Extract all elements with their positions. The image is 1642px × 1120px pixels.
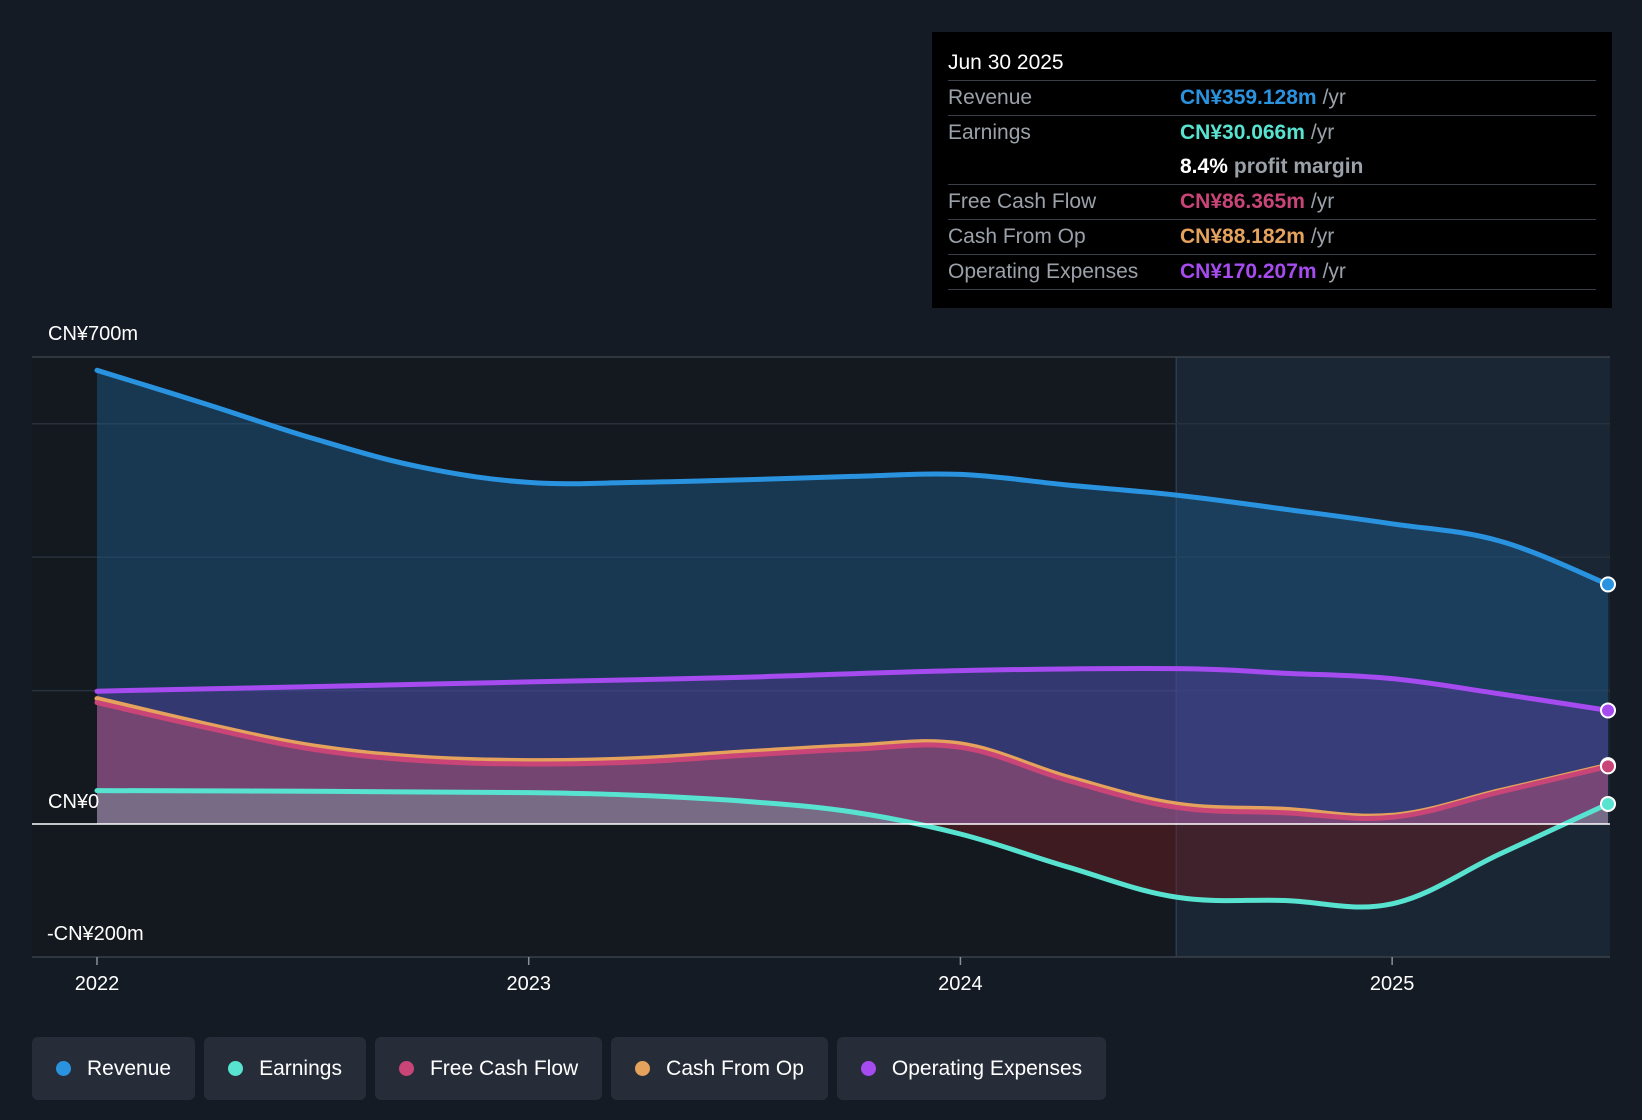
tooltip-unit: /yr (1322, 86, 1346, 109)
tooltip-value: CN¥86.365m (1180, 190, 1305, 213)
axes: CN¥700m CN¥0 -CN¥200m 2022 2023 2024 2025 (32, 323, 1610, 995)
legend-item-earnings[interactable]: Earnings (204, 1037, 366, 1100)
tooltip-unit: /yr (1310, 225, 1335, 248)
y-label-bottom: -CN¥200m (47, 923, 144, 945)
tooltip-value: CN¥170.207m (1180, 260, 1317, 283)
endpoint-revenue (1600, 576, 1616, 593)
tooltip-row-free-cash-flow: Free Cash Flow CN¥86.365m /yr (948, 185, 1596, 220)
tooltip-panel: Jun 30 2025 Revenue CN¥359.128m /yr Earn… (932, 32, 1612, 308)
legend-dot-icon (635, 1061, 651, 1076)
legend-item-free-cash-flow[interactable]: Free Cash Flow (374, 1037, 603, 1100)
tooltip-row-revenue: Revenue CN¥359.128m /yr (948, 81, 1596, 116)
endpoint-earnings (1600, 795, 1616, 812)
tooltip-unit: /yr (1322, 260, 1346, 283)
legend-dot-icon (398, 1061, 414, 1076)
x-tick-label: 2024 (938, 973, 983, 995)
legend-dot-icon (56, 1061, 71, 1076)
series-endpoints (1600, 576, 1616, 812)
x-tick-label: 2023 (506, 973, 551, 995)
legend-label: Cash From Op (666, 1056, 804, 1080)
tooltip-label: Free Cash Flow (948, 190, 1097, 213)
line-operating_expenses (94, 665, 1611, 713)
legend-dot-icon (228, 1061, 244, 1076)
legend-dot-icon (860, 1061, 876, 1076)
legend-label: Earnings (259, 1056, 342, 1080)
tooltip-value: CN¥30.066m (1180, 121, 1305, 144)
legend: Revenue Earnings Free Cash Flow Cash Fro… (32, 1037, 1107, 1100)
x-tick-label: 2022 (75, 973, 120, 995)
endpoint-operating_expenses (1600, 702, 1616, 719)
tooltip-label: Operating Expenses (948, 260, 1139, 283)
tooltip-unit: /yr (1310, 190, 1335, 213)
line-earnings (94, 788, 1611, 910)
area-earnings (97, 790, 1608, 824)
gridlines (32, 356, 1610, 958)
legend-item-operating-expenses[interactable]: Operating Expenses (836, 1037, 1107, 1100)
tooltip-label: Earnings (948, 121, 1031, 144)
endpoint-free_cash_flow (1600, 758, 1616, 775)
legend-label: Operating Expenses (891, 1056, 1083, 1080)
area-revenue (97, 370, 1608, 824)
legend-item-cash-from-op[interactable]: Cash From Op (611, 1037, 828, 1100)
tooltip-row-cash-from-op: Cash From Op CN¥88.182m /yr (948, 220, 1596, 255)
legend-label: Revenue (87, 1056, 172, 1080)
legend-label: Free Cash Flow (429, 1056, 579, 1080)
series-lines (94, 367, 1611, 910)
past-region-bg (32, 357, 1177, 957)
tooltip-row-earnings: Earnings CN¥30.066m /yr (948, 116, 1596, 150)
profit-margin-value: 8.4% (1180, 155, 1228, 178)
y-label-zero: CN¥0 (48, 791, 99, 813)
tooltip-value: CN¥359.128m (1180, 86, 1317, 109)
profit-margin-label: profit margin (1233, 155, 1364, 178)
legend-item-revenue[interactable]: Revenue (32, 1037, 196, 1100)
tooltip-date: Jun 30 2025 (948, 46, 1596, 81)
line-revenue (94, 367, 1611, 587)
tooltip-label: Cash From Op (948, 225, 1086, 248)
area-earnings-negative (97, 824, 1608, 908)
x-tick-label: 2025 (1370, 973, 1415, 995)
tooltip-row-operating-expenses: Operating Expenses CN¥170.207m /yr (948, 255, 1596, 290)
plot-background (32, 357, 1610, 957)
tooltip-unit: /yr (1310, 121, 1335, 144)
tooltip-row-profit-margin: 8.4% profit margin (948, 150, 1596, 185)
line-free_cash_flow (94, 700, 1611, 821)
y-label-top: CN¥700m (48, 323, 138, 345)
tooltip-label: Revenue (948, 86, 1033, 109)
tooltip-value: CN¥88.182m (1180, 225, 1305, 248)
forecast-region-bg (1176, 357, 1610, 957)
